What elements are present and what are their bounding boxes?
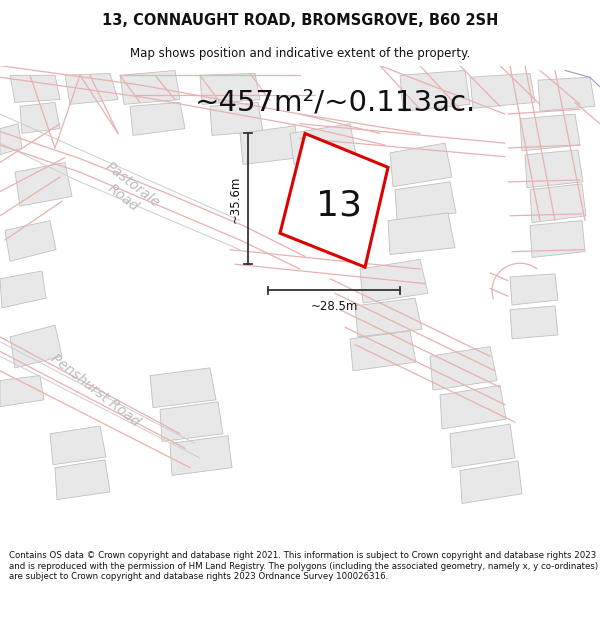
Polygon shape bbox=[240, 126, 300, 164]
Polygon shape bbox=[400, 71, 470, 111]
Polygon shape bbox=[0, 124, 22, 155]
Polygon shape bbox=[160, 402, 223, 441]
Text: ~35.6m: ~35.6m bbox=[229, 175, 242, 222]
Polygon shape bbox=[395, 182, 456, 221]
Polygon shape bbox=[510, 306, 558, 339]
Polygon shape bbox=[450, 424, 515, 468]
Polygon shape bbox=[65, 73, 118, 104]
Text: 13: 13 bbox=[317, 188, 362, 222]
Polygon shape bbox=[460, 461, 522, 504]
Text: ~457m²/~0.113ac.: ~457m²/~0.113ac. bbox=[195, 88, 476, 116]
Polygon shape bbox=[150, 368, 216, 408]
Polygon shape bbox=[10, 325, 62, 368]
Polygon shape bbox=[130, 102, 185, 136]
Polygon shape bbox=[360, 259, 428, 303]
Text: Contains OS data © Crown copyright and database right 2021. This information is : Contains OS data © Crown copyright and d… bbox=[9, 551, 598, 581]
Polygon shape bbox=[520, 114, 580, 151]
Polygon shape bbox=[5, 221, 56, 261]
Polygon shape bbox=[430, 346, 497, 390]
Polygon shape bbox=[0, 376, 44, 407]
Polygon shape bbox=[200, 73, 260, 104]
Text: Map shows position and indicative extent of the property.: Map shows position and indicative extent… bbox=[130, 48, 470, 60]
Polygon shape bbox=[55, 460, 110, 499]
Polygon shape bbox=[388, 213, 455, 254]
Text: 13, CONNAUGHT ROAD, BROMSGROVE, B60 2SH: 13, CONNAUGHT ROAD, BROMSGROVE, B60 2SH bbox=[102, 13, 498, 28]
Polygon shape bbox=[15, 162, 72, 206]
Polygon shape bbox=[470, 73, 535, 108]
Polygon shape bbox=[510, 274, 558, 305]
Polygon shape bbox=[525, 150, 583, 188]
Polygon shape bbox=[538, 78, 595, 111]
Text: Pastorale
Road: Pastorale Road bbox=[93, 160, 163, 223]
Polygon shape bbox=[50, 426, 106, 465]
Polygon shape bbox=[530, 184, 586, 222]
Polygon shape bbox=[530, 221, 585, 258]
Polygon shape bbox=[10, 75, 60, 102]
Polygon shape bbox=[350, 331, 416, 371]
Polygon shape bbox=[440, 385, 506, 429]
Polygon shape bbox=[0, 271, 46, 308]
Polygon shape bbox=[290, 124, 356, 164]
Polygon shape bbox=[170, 436, 232, 476]
Polygon shape bbox=[390, 143, 452, 187]
Polygon shape bbox=[355, 298, 422, 337]
Polygon shape bbox=[280, 133, 388, 267]
Text: Penshurst Road: Penshurst Road bbox=[48, 351, 142, 429]
Polygon shape bbox=[210, 102, 263, 136]
Polygon shape bbox=[20, 102, 60, 133]
Polygon shape bbox=[120, 71, 180, 104]
Text: ~28.5m: ~28.5m bbox=[310, 300, 358, 313]
